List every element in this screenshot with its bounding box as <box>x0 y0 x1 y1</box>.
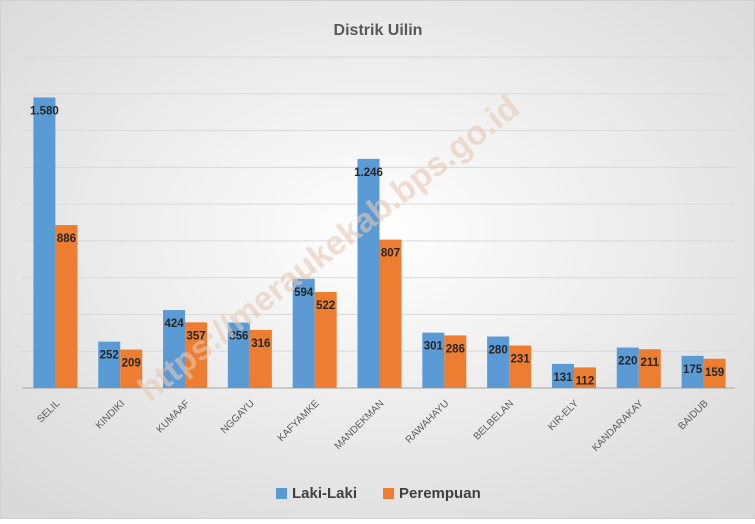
data-label: 424 <box>164 318 184 330</box>
bar <box>357 158 380 388</box>
data-label: 286 <box>446 343 465 355</box>
data-label: 316 <box>251 338 270 350</box>
data-label: 807 <box>381 248 400 260</box>
bar <box>703 358 726 388</box>
data-label: 131 <box>553 372 573 384</box>
legend-swatch <box>383 488 395 499</box>
data-label: 280 <box>489 345 508 357</box>
bar <box>33 97 56 388</box>
bar <box>98 341 121 388</box>
data-label: 1.580 <box>30 105 59 117</box>
legend-label: Laki-Laki <box>292 485 357 502</box>
bar <box>487 336 510 388</box>
bar <box>314 292 337 388</box>
bar <box>185 322 208 388</box>
legend-label: Perempuan <box>399 485 481 502</box>
bar <box>444 335 467 388</box>
legend-swatch <box>276 488 287 499</box>
data-label: 594 <box>294 287 314 299</box>
bar <box>292 278 315 388</box>
data-label: 231 <box>511 354 531 366</box>
data-label: 886 <box>57 233 76 245</box>
data-label: 211 <box>640 357 659 369</box>
bar <box>422 332 445 388</box>
data-label: 301 <box>424 341 444 353</box>
bar <box>120 349 143 388</box>
data-label: 357 <box>186 330 205 342</box>
data-label: 159 <box>705 367 724 379</box>
data-label: 112 <box>576 375 595 387</box>
data-label: 220 <box>618 356 637 368</box>
bar <box>379 239 402 388</box>
bar <box>163 310 186 388</box>
bar <box>681 355 704 388</box>
bar <box>509 345 532 388</box>
bar <box>573 367 596 388</box>
bar <box>638 349 661 388</box>
bar <box>551 363 574 388</box>
data-label: 1.246 <box>354 167 383 179</box>
data-label: 252 <box>100 350 119 362</box>
bar <box>616 347 639 388</box>
data-label: 175 <box>683 364 703 376</box>
bar <box>227 322 250 388</box>
chart-title: Distrik Uilin <box>334 22 423 39</box>
data-label: 356 <box>229 331 248 343</box>
bar <box>55 225 78 388</box>
data-label: 522 <box>316 300 335 312</box>
bar <box>249 329 272 388</box>
data-label: 209 <box>122 358 141 370</box>
